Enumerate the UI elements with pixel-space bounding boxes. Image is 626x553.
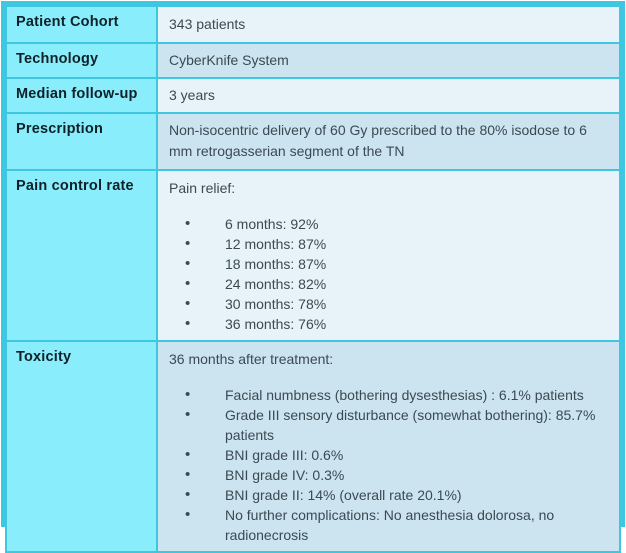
row-label-patient-cohort: Patient Cohort <box>5 5 158 44</box>
list-item: 12 months: 87% <box>169 234 607 254</box>
list-item: 6 months: 92% <box>169 214 607 234</box>
list-item: 30 months: 78% <box>169 294 607 314</box>
list-item: Facial numbness (bothering dysesthesias)… <box>169 385 607 405</box>
toxicity-intro: 36 months after treatment: <box>169 351 334 367</box>
study-summary-table: Patient Cohort 343 patients Technology C… <box>5 5 621 553</box>
row-label-technology: Technology <box>5 42 158 79</box>
list-item: 36 months: 76% <box>169 314 607 334</box>
row-label-median-follow-up: Median follow-up <box>5 77 158 114</box>
table-row-median-follow-up: Median follow-up 3 years <box>5 77 621 114</box>
row-value-toxicity: 36 months after treatment: Facial numbne… <box>156 340 621 553</box>
table-row-technology: Technology CyberKnife System <box>5 42 621 79</box>
list-item: 24 months: 82% <box>169 274 607 294</box>
row-value-patient-cohort: 343 patients <box>156 5 621 44</box>
list-item: BNI grade II: 14% (overall rate 20.1%) <box>169 485 607 505</box>
row-label-prescription: Prescription <box>5 112 158 171</box>
row-value-technology: CyberKnife System <box>156 42 621 79</box>
table-row-patient-cohort: Patient Cohort 343 patients <box>5 5 621 44</box>
pain-relief-list: 6 months: 92% 12 months: 87% 18 months: … <box>169 214 607 334</box>
table-row-toxicity: Toxicity 36 months after treatment: Faci… <box>5 340 621 553</box>
list-item: Grade III sensory disturbance (somewhat … <box>169 405 607 445</box>
pain-relief-intro: Pain relief: <box>169 180 236 196</box>
list-item: 18 months: 87% <box>169 254 607 274</box>
row-value-pain-control-rate: Pain relief: 6 months: 92% 12 months: 87… <box>156 169 621 342</box>
row-value-median-follow-up: 3 years <box>156 77 621 114</box>
list-item: BNI grade III: 0.6% <box>169 445 607 465</box>
row-label-pain-control-rate: Pain control rate <box>5 169 158 342</box>
table-row-prescription: Prescription Non-isocentric delivery of … <box>5 112 621 171</box>
row-value-prescription: Non-isocentric delivery of 60 Gy prescri… <box>156 112 621 171</box>
list-item: No further complications: No anesthesia … <box>169 505 607 545</box>
list-item: BNI grade IV: 0.3% <box>169 465 607 485</box>
table-row-pain-control-rate: Pain control rate Pain relief: 6 months:… <box>5 169 621 342</box>
toxicity-list: Facial numbness (bothering dysesthesias)… <box>169 385 607 545</box>
row-label-toxicity: Toxicity <box>5 340 158 553</box>
